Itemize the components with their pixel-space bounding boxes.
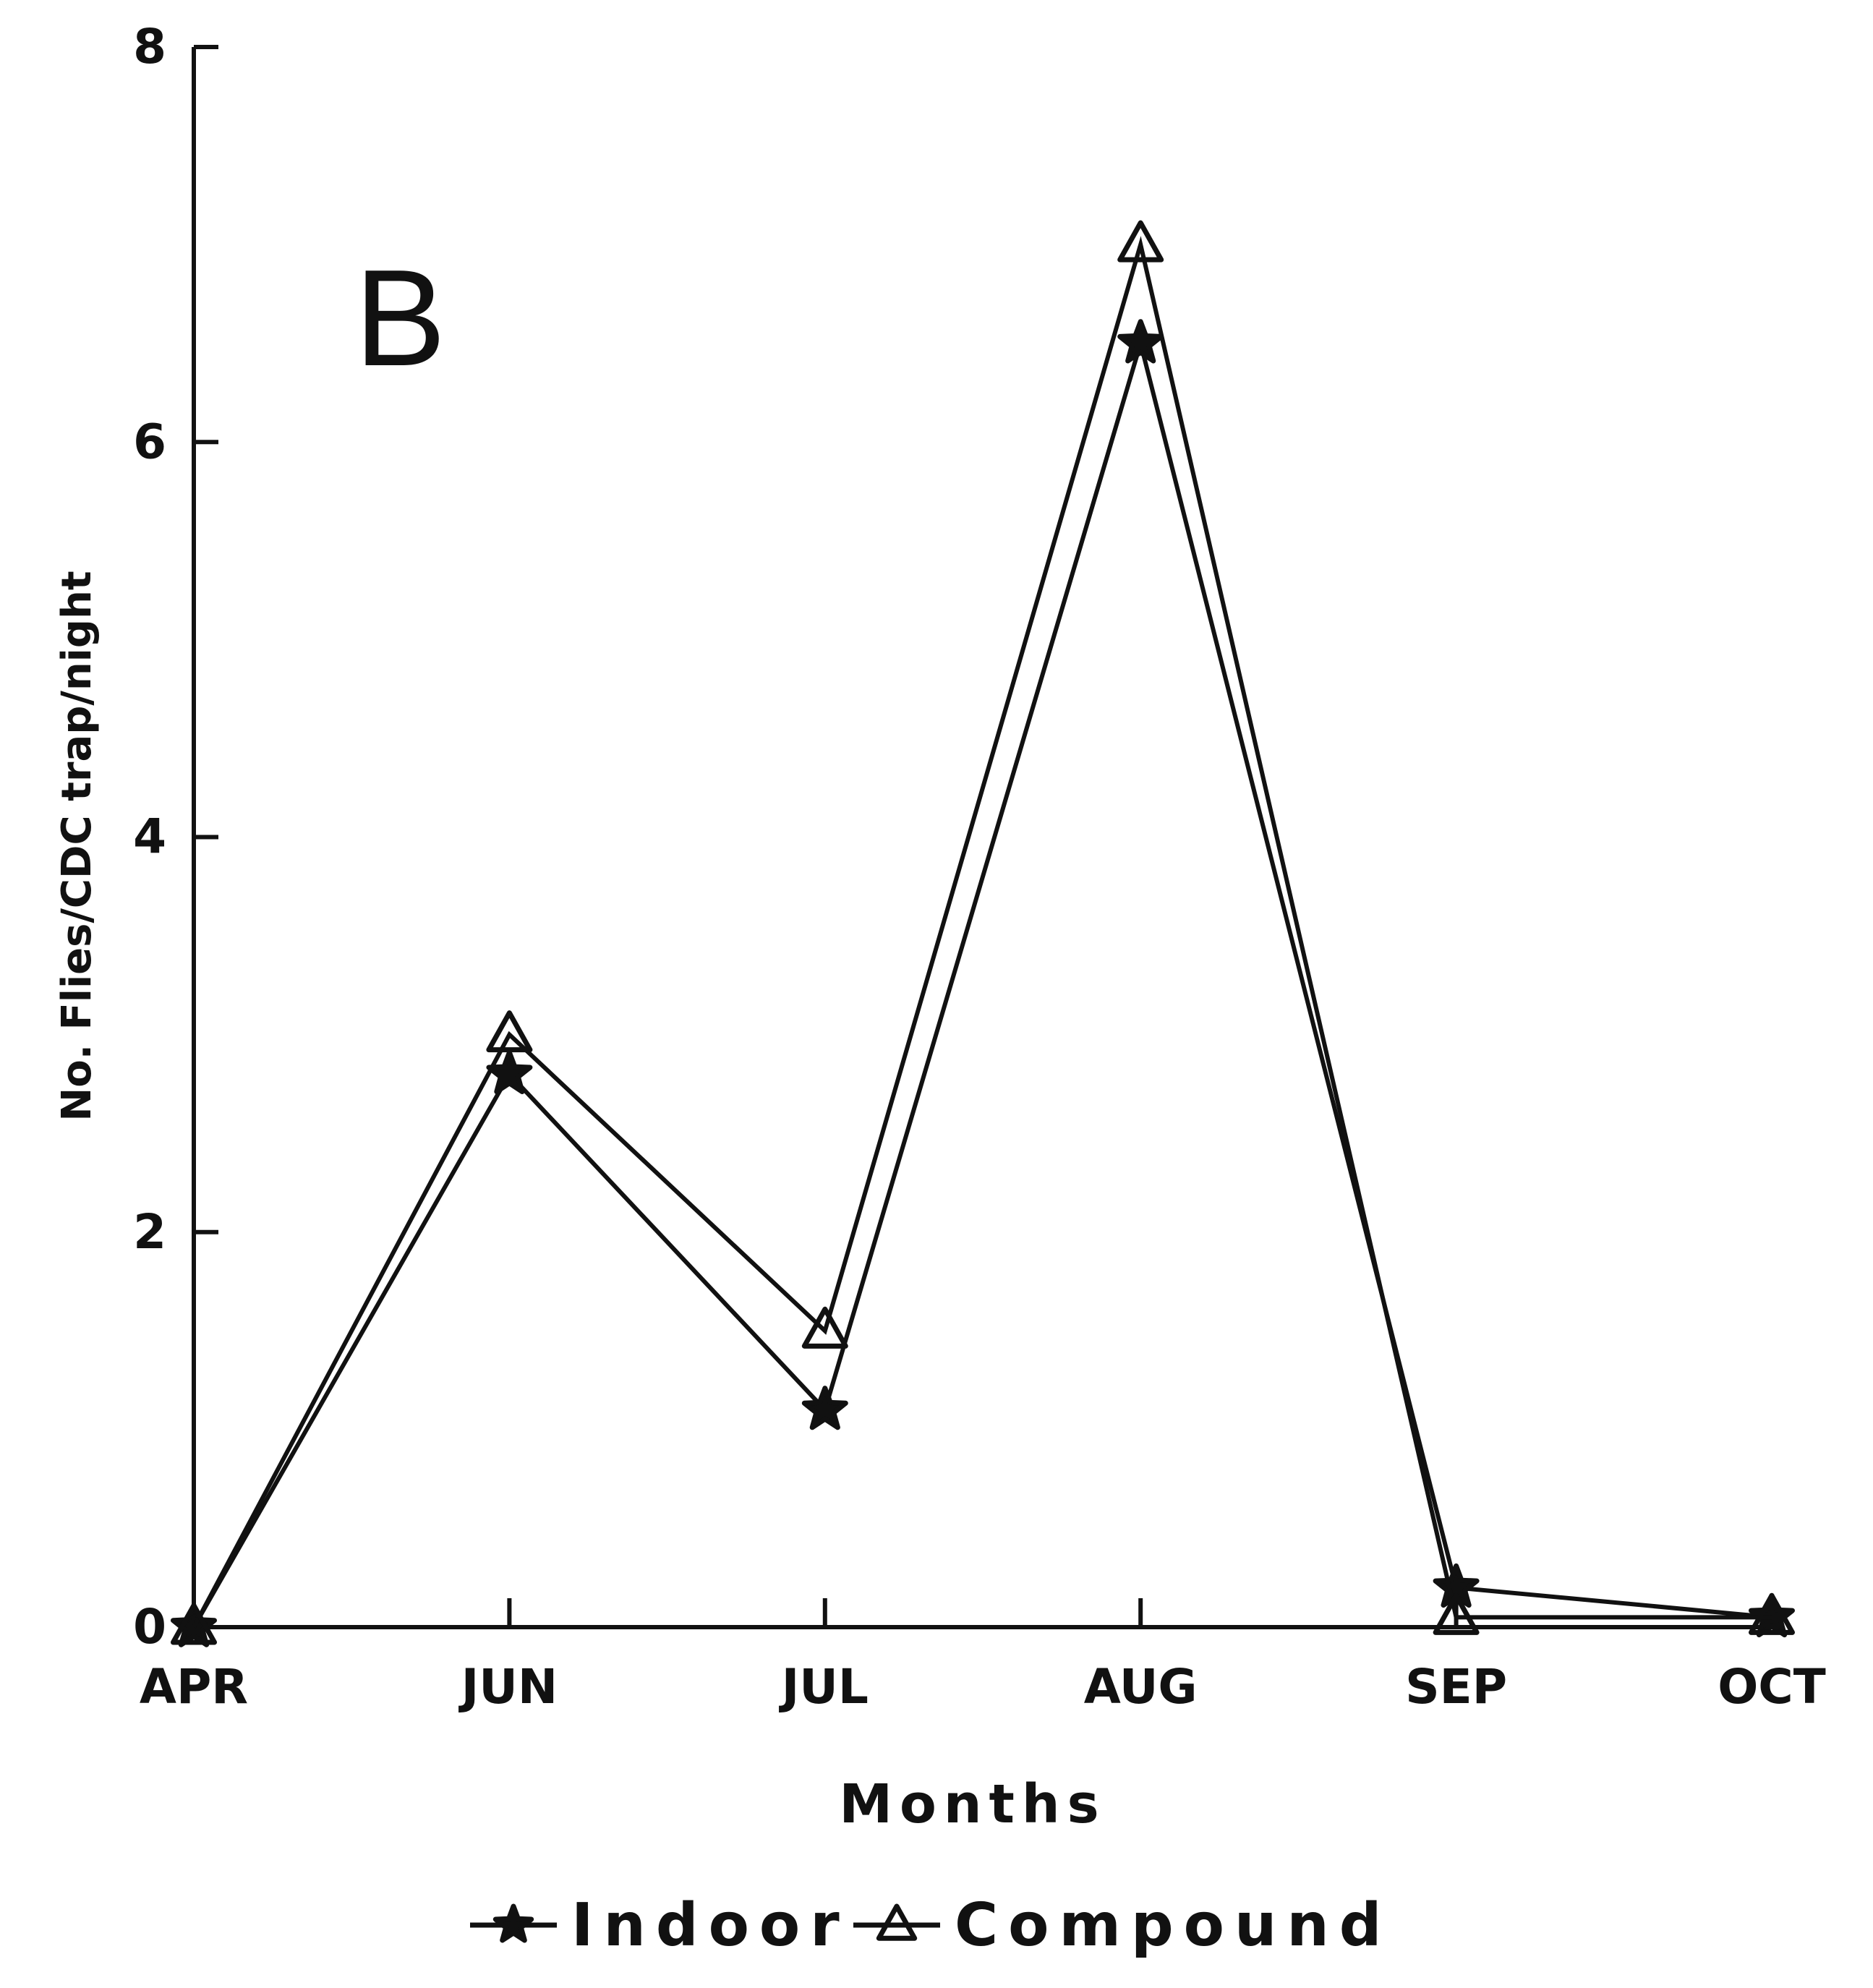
legend-label: Indoor bbox=[571, 1891, 850, 1960]
y-tick-label: 0 bbox=[133, 1599, 166, 1655]
legend-item-indoor: Indoor bbox=[470, 1891, 850, 1960]
x-tick-label: SEP bbox=[1405, 1659, 1507, 1715]
data-point-indoor bbox=[801, 1386, 848, 1430]
panel-label: B bbox=[354, 242, 446, 395]
x-tick-label: APR bbox=[140, 1659, 248, 1715]
y-tick-label: 6 bbox=[133, 414, 166, 469]
y-tick-label: 4 bbox=[133, 809, 166, 865]
legend-item-compound: Compound bbox=[853, 1891, 1391, 1960]
x-tick-label: AUG bbox=[1084, 1659, 1198, 1715]
data-point-compound bbox=[1117, 220, 1164, 263]
series-line-compound bbox=[192, 236, 1772, 1629]
series-layer bbox=[171, 220, 1795, 1647]
legend: Indoor Compound bbox=[470, 1891, 1391, 1960]
series-compound bbox=[171, 220, 1795, 1645]
x-tick-label: OCT bbox=[1718, 1659, 1826, 1715]
legend-label: Compound bbox=[955, 1891, 1391, 1960]
y-tick-label: 2 bbox=[133, 1204, 166, 1260]
data-point-compound bbox=[801, 1306, 848, 1349]
data-point-compound bbox=[1433, 1592, 1480, 1635]
series-indoor bbox=[171, 319, 1795, 1647]
series-line-indoor bbox=[192, 335, 1772, 1629]
x-tick-label: JUN bbox=[458, 1659, 558, 1715]
x-tick-label: JUL bbox=[779, 1659, 869, 1715]
legend-marker-indoor bbox=[492, 1903, 534, 1943]
data-point-indoor bbox=[1117, 319, 1164, 364]
y-tick-label: 8 bbox=[133, 19, 166, 74]
x-axis-title: Months bbox=[839, 1773, 1106, 1835]
data-point-compound bbox=[171, 1603, 217, 1645]
data-point-compound bbox=[1749, 1592, 1795, 1635]
y-axis-title: No. Flies/CDC trap/night bbox=[54, 571, 101, 1121]
legend-marker-compound bbox=[876, 1903, 918, 1941]
data-point-compound bbox=[486, 1010, 533, 1053]
